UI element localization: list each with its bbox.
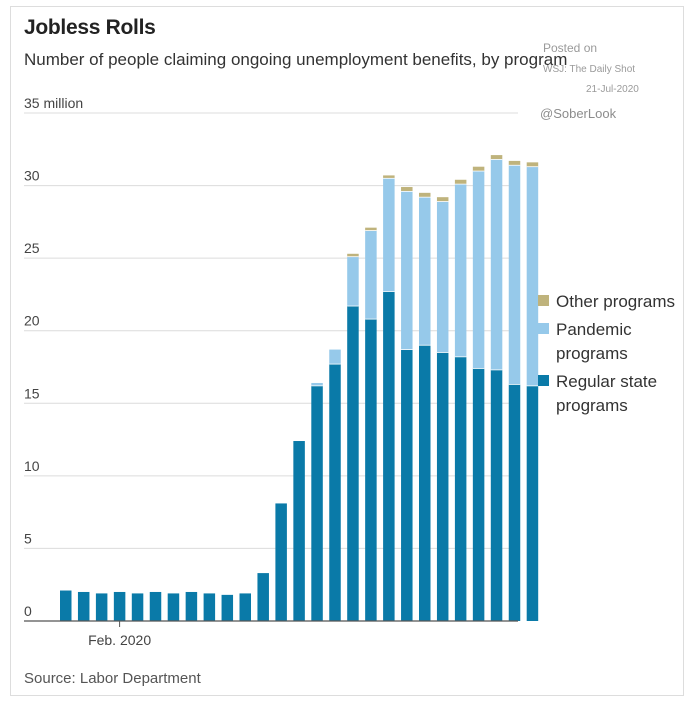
- bar-regular: [149, 591, 162, 621]
- bar-pandemic: [472, 171, 485, 369]
- watermark-posted-on: Posted on: [543, 41, 598, 55]
- bar-regular: [365, 319, 377, 621]
- axes: 0 5 10 15 20 25 30 35 million Feb. 2020: [24, 95, 518, 648]
- legend-label-regular: Regular state programs: [556, 372, 658, 415]
- x-tick-label: Feb. 2020: [88, 632, 151, 648]
- watermark-blog: WSJ: The Daily Shot: [543, 64, 636, 75]
- bar-regular: [185, 591, 198, 621]
- bar-pandemic: [490, 159, 503, 370]
- bar-regular: [311, 385, 323, 621]
- bar-pandemic: [454, 184, 467, 357]
- bar-regular: [383, 291, 395, 621]
- bar-regular: [257, 573, 269, 621]
- legend-swatch-other: [538, 295, 549, 306]
- bar-other: [472, 166, 485, 172]
- bar-other: [419, 192, 431, 198]
- bar-regular: [454, 356, 467, 621]
- y-tick-label: 15: [24, 385, 40, 401]
- bar-regular: [329, 364, 341, 621]
- bar-regular: [401, 349, 413, 621]
- bar-regular: [95, 593, 108, 621]
- grid-lines: [24, 112, 518, 549]
- bar-pandemic: [329, 349, 341, 365]
- bar-other: [365, 227, 377, 231]
- legend-swatch-pandemic: [538, 323, 549, 334]
- bar-pandemic: [347, 256, 359, 307]
- bar-regular: [436, 352, 449, 621]
- bar-regular: [60, 590, 72, 621]
- bar-other: [401, 187, 413, 192]
- bar-other: [508, 160, 521, 166]
- chart-subtitle: Number of people claiming ongoing unempl…: [24, 50, 568, 69]
- bar-regular: [131, 593, 144, 621]
- legend-label-other: Other programs: [556, 292, 676, 311]
- y-tick-label: 0: [24, 603, 32, 619]
- bar-regular: [167, 593, 180, 621]
- bar-other: [526, 162, 539, 167]
- legend-item-other: Other programs: [538, 290, 684, 314]
- bar-regular: [113, 591, 126, 621]
- bar-regular: [526, 385, 539, 621]
- watermark-handle: @SoberLook: [540, 106, 617, 121]
- y-tick-label: 25: [24, 240, 40, 256]
- bar-other: [347, 253, 359, 257]
- legend-label-pandemic: Pandemic programs: [556, 320, 632, 363]
- bar-pandemic: [383, 178, 395, 292]
- y-tick-label: 20: [24, 313, 40, 329]
- bar-regular: [419, 345, 431, 621]
- bar-regular: [508, 384, 521, 621]
- bar-regular: [221, 594, 234, 621]
- bar-regular: [203, 593, 216, 621]
- bar-regular: [490, 369, 503, 621]
- bar-regular: [472, 368, 485, 621]
- chart-frame: [10, 6, 684, 696]
- y-tick-label: 30: [24, 168, 40, 184]
- bar-other: [383, 175, 395, 179]
- bar-regular: [77, 591, 90, 621]
- bar-other: [454, 179, 467, 185]
- bar-pandemic: [436, 201, 449, 353]
- bar-pandemic: [419, 197, 431, 346]
- bar-pandemic: [401, 191, 413, 350]
- bar-pandemic: [365, 230, 377, 320]
- y-tick-label: 10: [24, 458, 40, 474]
- bars: [60, 155, 539, 621]
- chart-title: Jobless Rolls: [24, 16, 156, 39]
- bar-pandemic: [508, 165, 521, 385]
- y-tick-label: 35 million: [24, 95, 83, 111]
- source-note: Source: Labor Department: [24, 670, 201, 687]
- bar-other: [490, 155, 503, 160]
- watermark-date: 21-Jul-2020: [586, 84, 639, 95]
- bar-pandemic: [311, 382, 323, 386]
- bar-pandemic: [526, 166, 539, 386]
- bar-regular: [275, 503, 287, 621]
- bar-regular: [293, 441, 305, 621]
- bar-regular: [347, 306, 359, 621]
- legend-item-regular: Regular state programs: [538, 370, 684, 418]
- legend-swatch-regular: [538, 375, 549, 386]
- legend: Other programs Pandemic programs Regular…: [538, 290, 684, 422]
- bar-regular: [239, 593, 251, 621]
- bar-other: [436, 197, 449, 202]
- y-tick-label: 5: [24, 530, 32, 546]
- legend-item-pandemic: Pandemic programs: [538, 318, 684, 366]
